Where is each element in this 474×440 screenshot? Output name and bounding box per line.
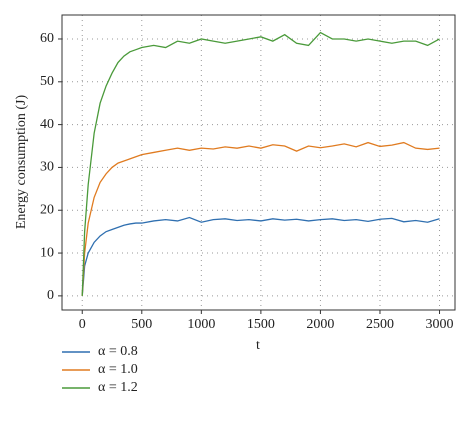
y-tick-label: 0 bbox=[47, 288, 54, 303]
x-tick-label: 2000 bbox=[306, 317, 334, 332]
plot-frame bbox=[61, 14, 456, 311]
series-line bbox=[81, 216, 440, 296]
x-axis-label: t bbox=[256, 338, 260, 353]
series-line bbox=[81, 141, 440, 296]
legend-label: α = 1.0 bbox=[98, 362, 138, 377]
x-tick-label: 2500 bbox=[366, 317, 394, 332]
y-tick-label: 50 bbox=[40, 74, 54, 89]
series-line bbox=[81, 31, 440, 296]
y-tick-label: 20 bbox=[40, 202, 54, 217]
x-tick-label: 1500 bbox=[247, 317, 275, 332]
legend-label: α = 0.8 bbox=[98, 344, 138, 359]
x-tick-label: 3000 bbox=[426, 317, 454, 332]
legend-label: α = 1.2 bbox=[98, 380, 138, 395]
y-tick-label: 60 bbox=[40, 31, 54, 46]
y-axis-label: Energy consumption (J) bbox=[14, 95, 29, 230]
x-tick-label: 500 bbox=[131, 317, 152, 332]
y-tick-label: 30 bbox=[40, 160, 54, 175]
x-tick-label: 1000 bbox=[187, 317, 215, 332]
x-tick-label: 0 bbox=[79, 317, 86, 332]
y-tick-label: 40 bbox=[40, 117, 54, 132]
y-tick-label: 10 bbox=[40, 245, 54, 260]
